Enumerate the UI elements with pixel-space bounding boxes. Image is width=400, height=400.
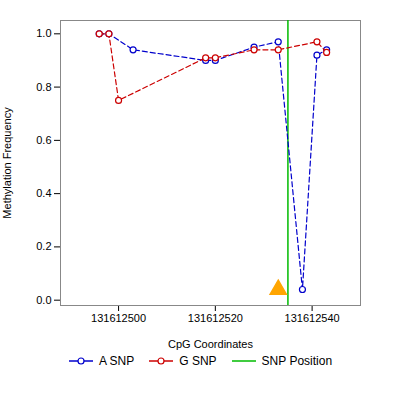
html-text:A SNP: A SNP xyxy=(98,354,135,368)
svg-text:0.6: 0.6 xyxy=(36,134,51,146)
svg-text:CpG Coordinates: CpG Coordinates xyxy=(168,338,253,350)
svg-text:0.2: 0.2 xyxy=(36,240,51,252)
svg-text:131612520: 131612520 xyxy=(188,312,243,324)
svg-text:Methylation Frequency: Methylation Frequency xyxy=(1,107,13,219)
html-text:G SNP: G SNP xyxy=(179,354,217,368)
svg-text:0.0: 0.0 xyxy=(36,294,51,306)
svg-text:131612540: 131612540 xyxy=(285,312,340,324)
html-text:SNP Position: SNP Position xyxy=(261,354,333,368)
svg-text:0.4: 0.4 xyxy=(36,187,51,199)
svg-text:0.8: 0.8 xyxy=(36,81,51,93)
svg-text:131612500: 131612500 xyxy=(91,312,146,324)
svg-text:1.0: 1.0 xyxy=(36,27,51,39)
